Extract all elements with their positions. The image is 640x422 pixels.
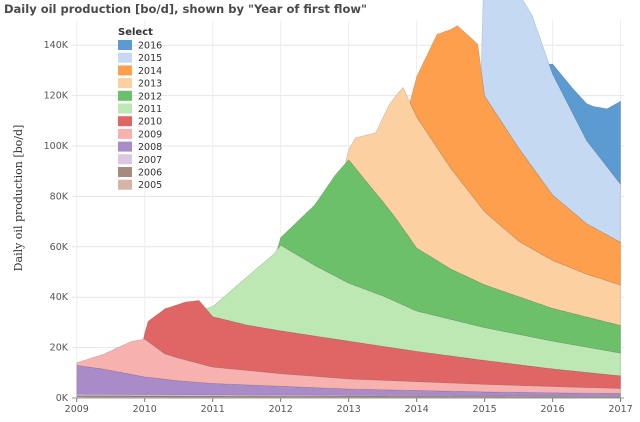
legend-swatch[interactable] <box>118 141 132 152</box>
y-tick-label: 0K <box>56 393 69 404</box>
y-axis-label: Daily oil production [bo/d] <box>12 125 25 272</box>
legend-swatch[interactable] <box>118 52 132 63</box>
legend-item-2012[interactable]: 2012 <box>138 91 162 102</box>
x-tick-label: 2013 <box>337 404 361 415</box>
legend-item-2016[interactable]: 2016 <box>138 41 162 52</box>
legend-swatch[interactable] <box>118 90 132 101</box>
legend-item-2007[interactable]: 2007 <box>138 155 162 166</box>
legend-swatch[interactable] <box>118 116 132 127</box>
legend-swatch[interactable] <box>118 103 132 114</box>
x-tick-label: 2010 <box>133 404 157 415</box>
legend-swatch[interactable] <box>118 128 132 139</box>
area-series-2010[interactable] <box>143 300 621 389</box>
x-axis: 2009 2010 2011 2012 2013 2014 2015 2016 2017 <box>65 397 633 415</box>
legend-item-2015[interactable]: 2015 <box>138 53 162 64</box>
y-tick-label: 120K <box>44 91 69 102</box>
legend-swatch[interactable] <box>118 78 132 89</box>
legend-item-2006[interactable]: 2006 <box>138 168 162 179</box>
x-tick-label: 2009 <box>65 404 89 415</box>
area-series <box>76 0 621 399</box>
legend-swatch[interactable] <box>118 65 132 76</box>
legend-item-2014[interactable]: 2014 <box>138 66 162 77</box>
area-series-2013[interactable] <box>345 86 621 326</box>
legend-swatch[interactable] <box>118 154 132 165</box>
y-tick-label: 140K <box>44 40 69 51</box>
legend-item-2008[interactable]: 2008 <box>138 142 162 153</box>
area-series-2015[interactable] <box>480 0 621 243</box>
legend-item-2011[interactable]: 2011 <box>138 104 162 115</box>
legend-item-2009[interactable]: 2009 <box>138 129 162 140</box>
legend-item-2005[interactable]: 2005 <box>138 180 162 191</box>
y-tick-label: 40K <box>50 292 69 303</box>
x-tick-label: 2015 <box>473 404 497 415</box>
area-series-2011[interactable] <box>205 244 621 377</box>
y-tick-label: 80K <box>50 191 69 202</box>
legend-swatch[interactable] <box>118 40 132 50</box>
legend-item-2010[interactable]: 2010 <box>138 117 162 128</box>
legend-swatch[interactable] <box>118 179 132 190</box>
x-tick-label: 2012 <box>269 404 293 415</box>
area-series-2014[interactable] <box>409 25 621 286</box>
legend-title: Select <box>118 27 153 38</box>
y-tick-label: 100K <box>44 141 69 152</box>
y-axis: 0K 20K 40K 60K 80K 100K 120K 140K <box>44 40 69 404</box>
x-tick-label: 2017 <box>609 404 633 415</box>
legend-swatch[interactable] <box>118 167 132 177</box>
area-series-2012[interactable] <box>277 159 621 354</box>
chart-title: Daily oil production [bo/d], shown by "Y… <box>4 2 367 16</box>
y-tick-label: 20K <box>50 343 69 354</box>
x-tick-label: 2016 <box>541 404 565 415</box>
x-tick-label: 2014 <box>405 404 429 415</box>
x-tick-label: 2011 <box>201 404 225 415</box>
legend-item-2013[interactable]: 2013 <box>138 79 162 90</box>
area-series-2016[interactable] <box>548 63 621 186</box>
y-tick-label: 60K <box>50 242 69 253</box>
